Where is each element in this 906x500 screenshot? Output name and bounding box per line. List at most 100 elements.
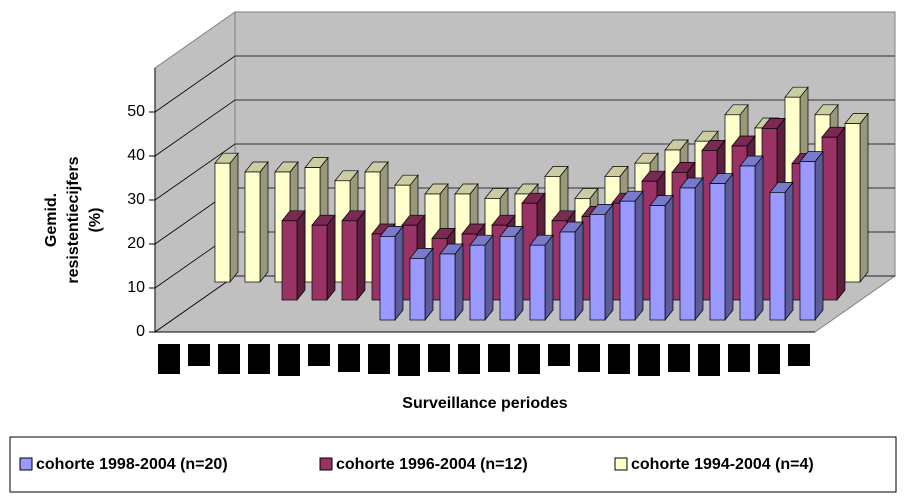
- redacted-label: [188, 344, 210, 366]
- redacted-label: [278, 344, 300, 376]
- legend-swatch: [614, 457, 628, 471]
- bar-front: [311, 224, 328, 301]
- bar-side: [784, 181, 794, 321]
- bar: [619, 190, 644, 321]
- redacted-label: [248, 344, 270, 374]
- y-tick-label: 0: [136, 323, 145, 340]
- bar-front: [559, 231, 576, 321]
- bar-front: [739, 165, 756, 321]
- redacted-label: [218, 344, 240, 374]
- redacted-label: [608, 344, 630, 374]
- bar-side: [859, 112, 869, 283]
- redacted-label: [338, 344, 360, 372]
- redacted-label: [668, 344, 690, 372]
- redacted-label: [578, 344, 600, 372]
- bar-front: [409, 258, 426, 321]
- legend-swatch: [319, 457, 333, 471]
- bar: [469, 234, 494, 321]
- bar-front: [379, 236, 396, 321]
- bar: [409, 247, 434, 321]
- bar: [529, 234, 554, 321]
- bar: [379, 225, 404, 321]
- bar-front: [529, 244, 546, 321]
- y-label-line: resistentiecijfers: [65, 156, 82, 283]
- bar-front: [844, 123, 861, 283]
- bar-side: [574, 221, 584, 321]
- bar-side: [544, 234, 554, 321]
- y-tick-label: 20: [127, 235, 145, 252]
- x-axis-label: Surveillance periodes: [402, 395, 568, 412]
- bar: [341, 209, 366, 301]
- legend-swatch: [19, 457, 33, 471]
- bar-side: [754, 155, 764, 321]
- bar-side: [424, 247, 434, 321]
- redacted-label: [728, 344, 750, 372]
- bar-front: [799, 161, 816, 321]
- bar: [214, 152, 239, 283]
- bar-side: [356, 209, 366, 301]
- y-label-line: Gemid.: [43, 193, 60, 247]
- bar-side: [724, 172, 734, 321]
- bar: [739, 155, 764, 321]
- bar-front: [281, 220, 298, 301]
- bar: [709, 172, 734, 321]
- legend-label: cohorte 1994-2004 (n=4): [631, 456, 814, 473]
- legend-label: cohorte 1998-2004 (n=20): [36, 456, 228, 473]
- bar-side: [229, 152, 239, 283]
- bar: [844, 112, 869, 283]
- bar: [281, 209, 306, 301]
- redacted-label: [758, 344, 780, 374]
- bar-front: [244, 171, 261, 283]
- y-tick-label: 10: [127, 279, 145, 296]
- legend-box: [9, 436, 897, 493]
- bar: [499, 225, 524, 321]
- bar-side: [634, 190, 644, 321]
- bar-side: [604, 203, 614, 321]
- bar-front: [821, 136, 838, 301]
- bar-side: [814, 150, 824, 321]
- bar-front: [341, 220, 358, 301]
- y-tick-label: 50: [127, 103, 145, 120]
- grid-line: [154, 55, 895, 113]
- y-tick-label: 40: [127, 147, 145, 164]
- bar-side: [836, 126, 846, 301]
- bar-side: [514, 225, 524, 321]
- bar-side: [394, 225, 404, 321]
- bar: [311, 214, 336, 301]
- y-tick-label: 30: [127, 191, 145, 208]
- bar-front: [769, 192, 786, 321]
- bar-side: [664, 194, 674, 321]
- bar-front: [499, 236, 516, 321]
- bar-front: [214, 162, 231, 283]
- redacted-label: [698, 344, 720, 376]
- bar-side: [484, 234, 494, 321]
- redacted-label: [368, 344, 390, 374]
- bar: [679, 177, 704, 321]
- bar-front: [589, 214, 606, 321]
- bar: [821, 126, 846, 301]
- bar: [439, 243, 464, 321]
- grid-line: [154, 99, 895, 157]
- bar: [769, 181, 794, 321]
- y-axis-label: Gemid. resistentiecijfers (%): [43, 156, 104, 283]
- bar-side: [694, 177, 704, 321]
- bar-side: [454, 243, 464, 321]
- redacted-label: [488, 344, 510, 372]
- redacted-label: [518, 344, 540, 374]
- y-label-line: (%): [87, 208, 104, 233]
- bar: [799, 150, 824, 321]
- bar: [589, 203, 614, 321]
- bar-front: [469, 244, 486, 321]
- bar-side: [259, 161, 269, 283]
- bar-side: [326, 214, 336, 301]
- redacted-label: [398, 344, 420, 376]
- bar-front: [649, 205, 666, 321]
- bar-front: [679, 187, 696, 321]
- bar-front: [709, 183, 726, 321]
- redacted-label: [308, 344, 330, 366]
- redacted-label: [458, 344, 480, 374]
- redacted-label: [788, 344, 810, 366]
- redacted-label: [158, 344, 180, 374]
- redacted-label: [428, 344, 450, 372]
